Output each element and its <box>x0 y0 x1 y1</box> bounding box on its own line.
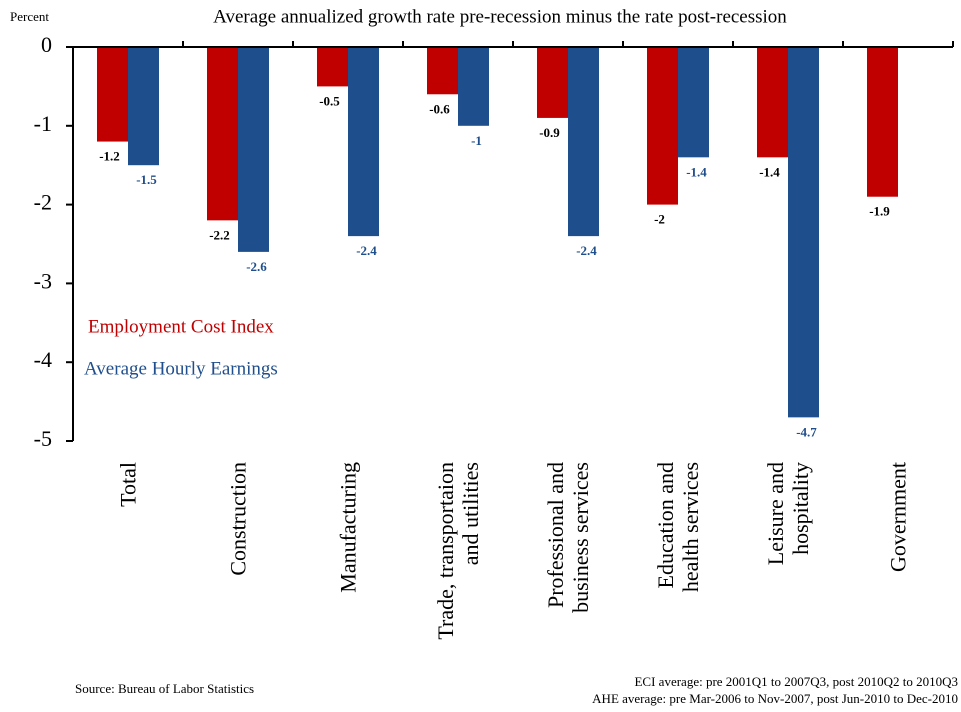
legend-entry: Employment Cost Index <box>88 316 274 337</box>
bar <box>238 47 269 252</box>
data-label: -1.2 <box>99 149 120 164</box>
y-tick-label: -1 <box>34 111 52 136</box>
note: ECI average: pre 2001Q1 to 2007Q3, post … <box>634 674 958 689</box>
data-label: -0.5 <box>319 93 340 108</box>
bar <box>757 47 788 158</box>
y-tick-label: -5 <box>34 426 52 451</box>
bar <box>348 47 379 237</box>
data-label: -4.7 <box>796 424 817 439</box>
x-tick-label: Total <box>115 462 141 507</box>
data-label: -1.4 <box>759 164 780 179</box>
data-label: -2.6 <box>246 259 267 274</box>
data-label: -1.9 <box>869 204 890 219</box>
data-label: -2.4 <box>356 243 377 258</box>
y-axis-label: Percent <box>10 9 49 24</box>
data-label: -0.9 <box>539 125 560 140</box>
bar <box>537 47 568 118</box>
data-label: -2 <box>654 212 665 227</box>
source: Source: Bureau of Labor Statistics <box>75 681 254 696</box>
bar <box>647 47 678 205</box>
bar <box>128 47 159 166</box>
legend-entry: Average Hourly Earnings <box>84 358 278 379</box>
bar <box>568 47 599 237</box>
data-label: -1.5 <box>136 172 157 187</box>
x-tick-label: Leisure and hospitality <box>763 462 813 566</box>
bar <box>458 47 489 126</box>
y-tick-label: 0 <box>41 32 52 57</box>
data-label: -2.4 <box>576 243 597 258</box>
bar <box>427 47 458 95</box>
x-tick-label: Construction <box>225 462 251 576</box>
bar <box>317 47 348 87</box>
note: AHE average: pre Mar-2006 to Nov-2007, p… <box>592 691 958 706</box>
x-tick-label: Education and health services <box>653 462 703 593</box>
x-tick-label: Government <box>885 462 911 572</box>
data-label: -1 <box>471 133 482 148</box>
y-tick-label: -4 <box>34 347 52 372</box>
bar <box>867 47 898 197</box>
y-tick-label: -2 <box>34 190 52 215</box>
data-label: -0.6 <box>429 101 450 116</box>
x-tick-label: Professional and business services <box>543 462 593 613</box>
x-tick-label: Manufacturing <box>335 462 361 593</box>
chart-title: Average annualized growth rate pre-reces… <box>213 6 787 27</box>
bar <box>678 47 709 158</box>
y-tick-label: -3 <box>34 268 52 293</box>
data-label: -2.2 <box>209 227 230 242</box>
data-label: -1.4 <box>686 164 707 179</box>
bar <box>97 47 128 142</box>
bar <box>788 47 819 418</box>
x-tick-label: Trade, transportaion and utilities <box>433 462 483 640</box>
bar <box>207 47 238 221</box>
